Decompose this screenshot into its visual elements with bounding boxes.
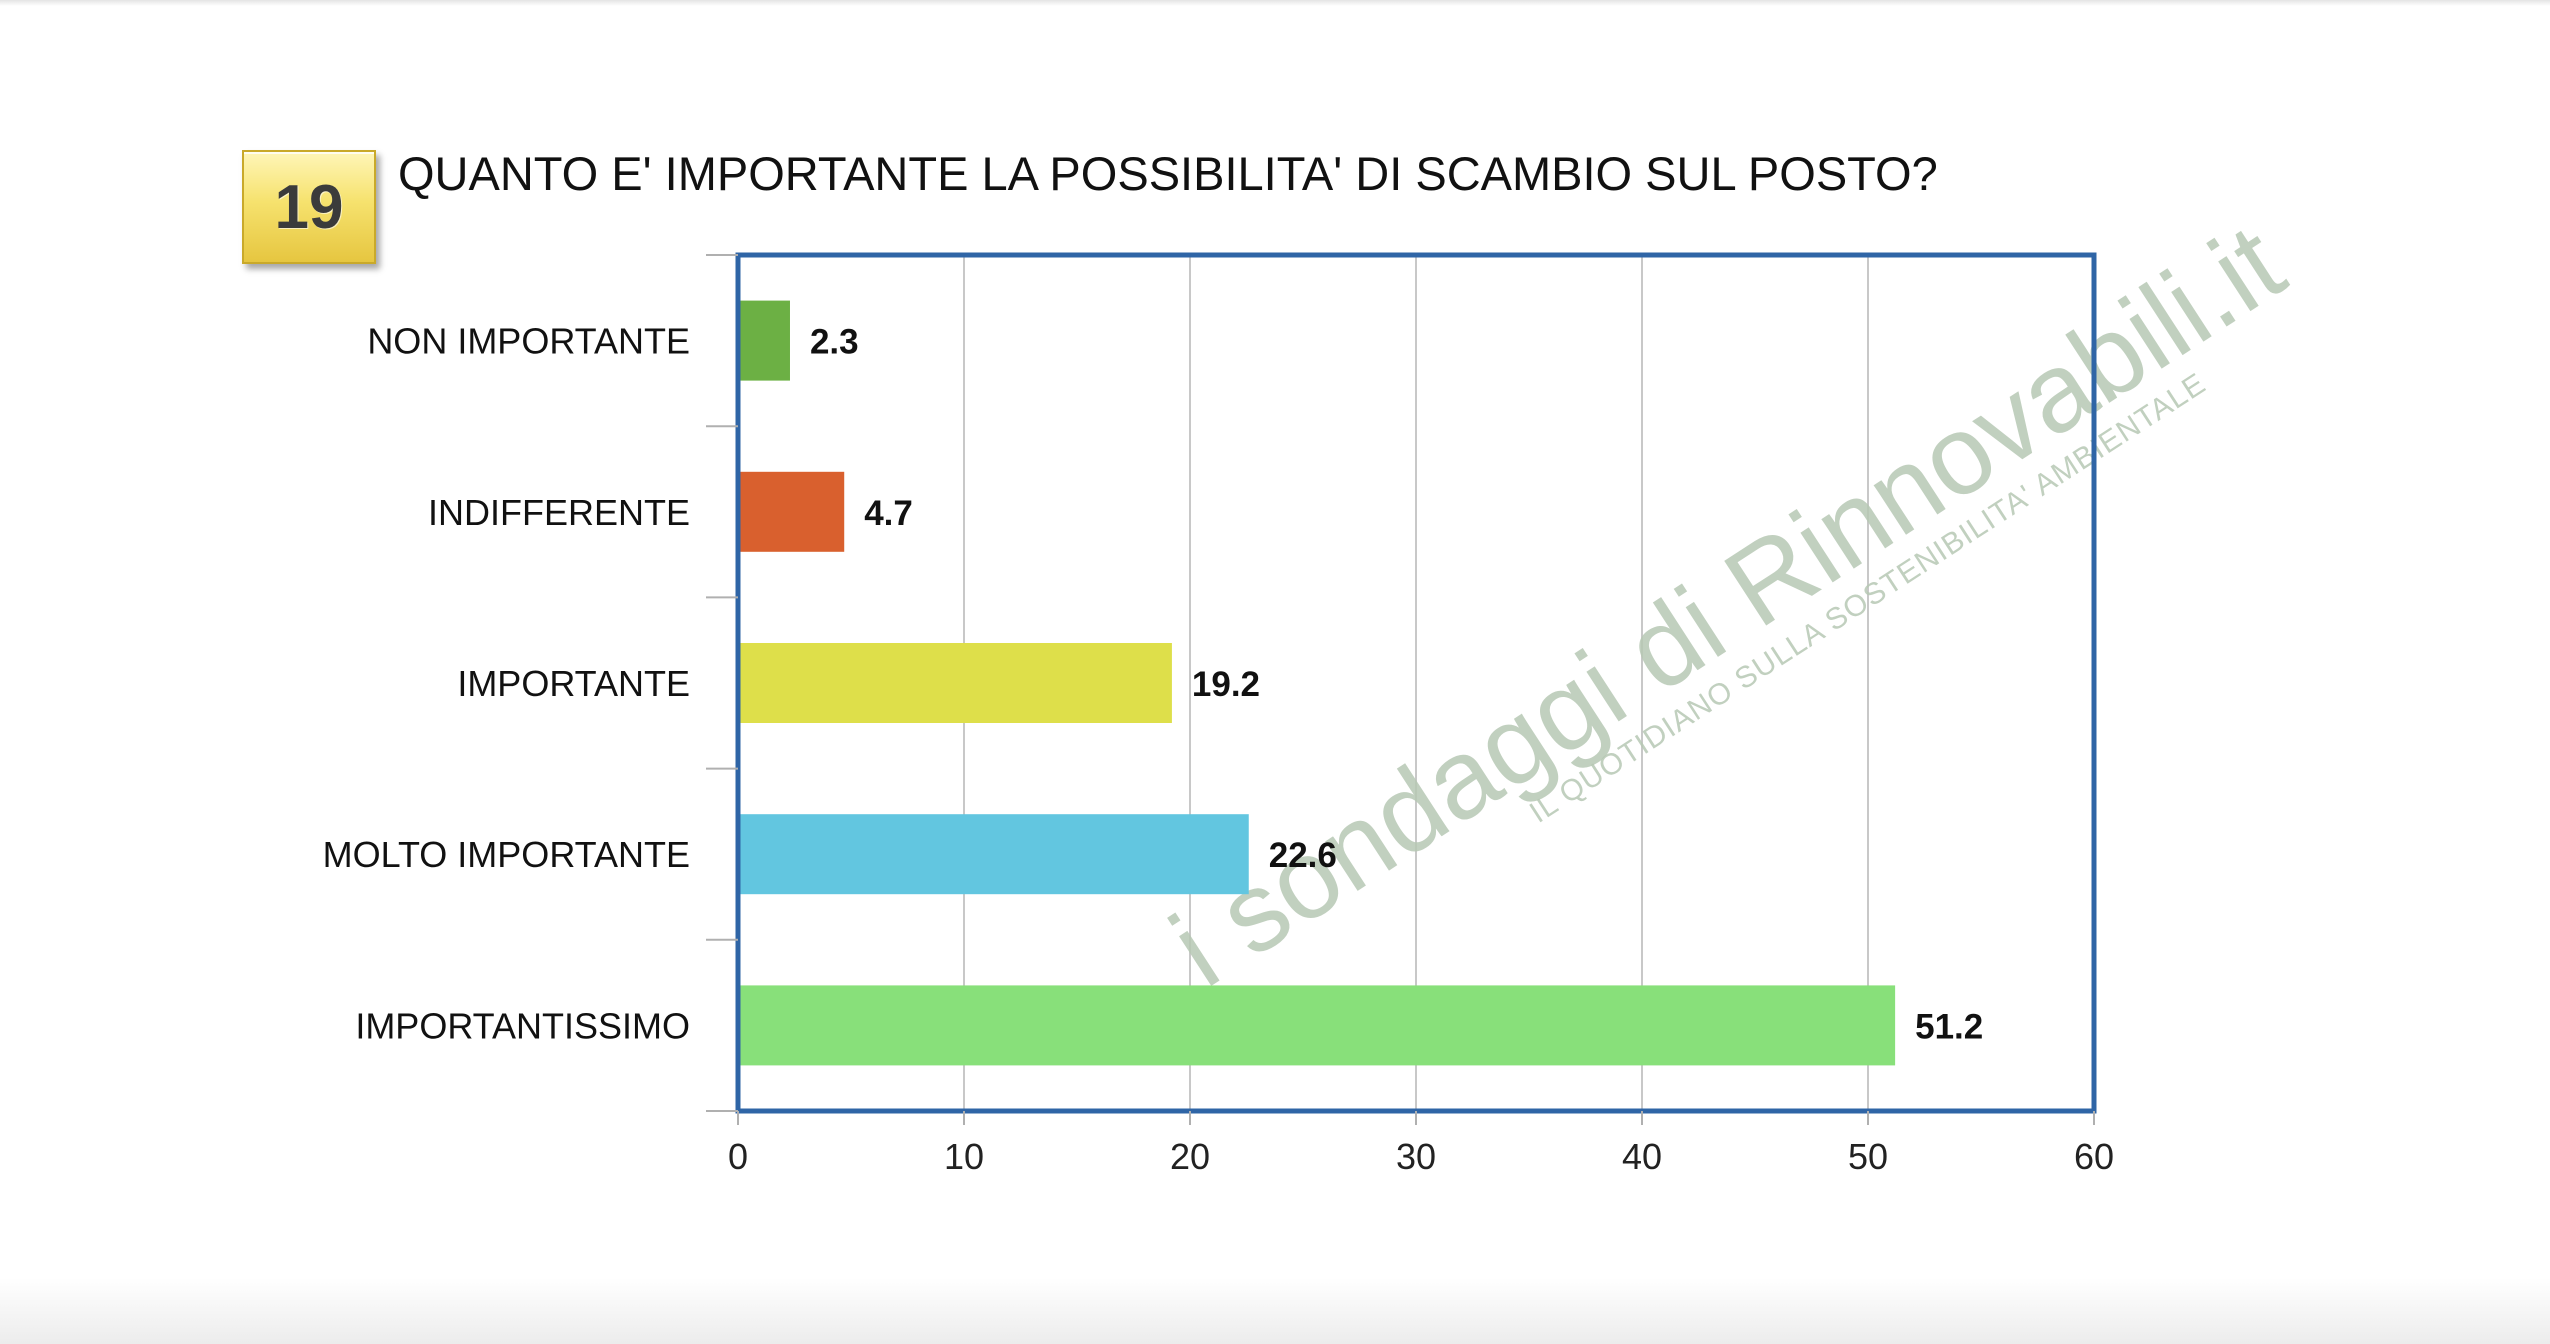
grid-lines	[963, 255, 1869, 1111]
bar	[738, 471, 845, 552]
data-label: 2.3	[810, 323, 859, 362]
x-tick-label: 10	[944, 1136, 984, 1177]
top-edge	[0, 0, 2550, 6]
category-label: IMPORTANTE	[457, 663, 690, 704]
bar	[738, 814, 1249, 895]
axis-ticks: 0 10 20 30 40 50 60	[706, 254, 2114, 1177]
data-label: 19.2	[1192, 665, 1260, 704]
category-label: IMPORTANTISSIMO	[355, 1005, 690, 1046]
data-label: 22.6	[1269, 836, 1337, 875]
category-label: INDIFFERENTE	[428, 492, 690, 533]
x-tick-label: 20	[1170, 1136, 1210, 1177]
watermark-text: i sondaggi di Rinnovabili.it	[1150, 200, 2304, 1010]
category-labels: NON IMPORTANTE INDIFFERENTE IMPORTANTE MOLT…	[323, 321, 690, 1047]
bar	[738, 985, 1896, 1066]
question-number-badge: 19	[242, 150, 376, 264]
category-label: MOLTO IMPORTANTE	[323, 834, 690, 875]
value-labels: 2.3 4.7 19.2 22.6 51.2	[810, 323, 1983, 1047]
bar	[738, 643, 1172, 723]
chart-title: QUANTO E' IMPORTANTE LA POSSIBILITA' DI …	[398, 147, 1938, 200]
x-tick-label: 60	[2074, 1136, 2114, 1177]
x-tick-label: 0	[728, 1136, 748, 1177]
x-tick-label: 50	[1848, 1136, 1888, 1177]
bars	[738, 300, 1896, 1066]
category-label: NON IMPORTANTE	[367, 321, 690, 362]
x-tick-label: 30	[1396, 1136, 1436, 1177]
x-tick-label: 40	[1622, 1136, 1662, 1177]
data-label: 51.2	[1915, 1007, 1983, 1046]
watermark: i sondaggi di Rinnovabili.it IL QUOTIDIA…	[1150, 200, 2304, 1010]
bottom-band	[0, 1278, 2550, 1344]
bar	[738, 300, 790, 381]
data-label: 4.7	[864, 494, 913, 533]
